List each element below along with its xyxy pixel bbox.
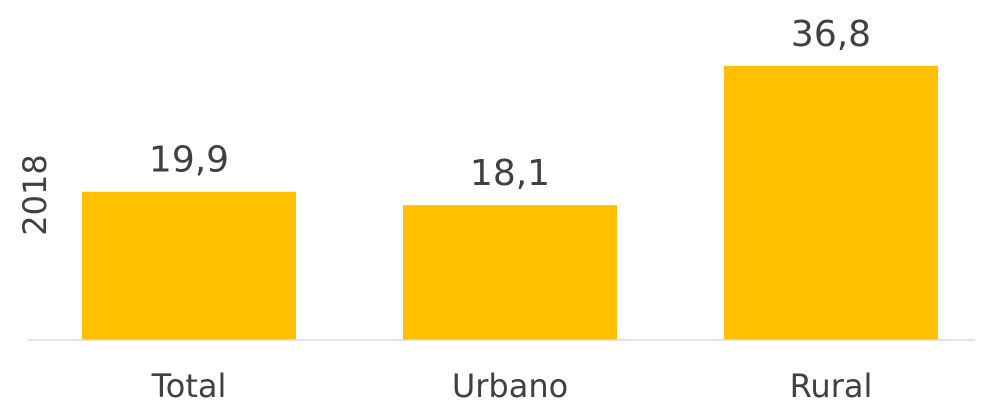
bar bbox=[724, 65, 938, 340]
bar bbox=[82, 191, 296, 340]
y-axis-label: 2018 bbox=[16, 154, 54, 235]
value-label: 19,9 bbox=[149, 140, 229, 181]
x-tick-label: Rural bbox=[790, 367, 873, 405]
x-tick-label: Urbano bbox=[452, 367, 568, 405]
bar bbox=[403, 205, 617, 340]
value-label: 18,1 bbox=[470, 153, 550, 194]
value-label: 36,8 bbox=[791, 14, 871, 55]
x-tick-label: Total bbox=[151, 367, 227, 405]
